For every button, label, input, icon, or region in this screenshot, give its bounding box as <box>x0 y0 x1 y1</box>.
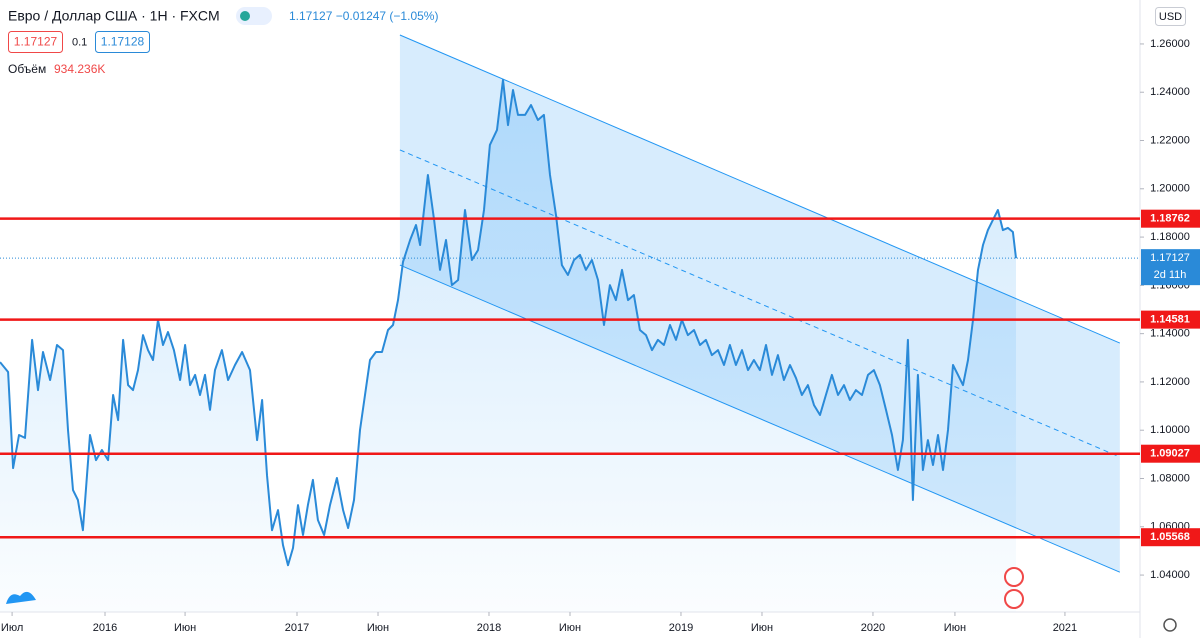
x-tick-label: 2021 <box>1053 622 1077 634</box>
x-tick-label: Июн <box>559 622 581 634</box>
currency-button[interactable] <box>1155 7 1186 26</box>
y-tick-label: 1.20000 <box>1150 183 1190 195</box>
level-label-bg <box>1141 444 1200 463</box>
level-label: 1.14581 <box>1150 314 1190 326</box>
y-tick-label: 1.22000 <box>1150 134 1190 146</box>
buy-button[interactable] <box>95 31 150 53</box>
quote: 1.17127 −0.01247 (−1.05%) <box>289 9 438 23</box>
spread: 0.1 <box>72 36 87 48</box>
x-tick-label: 2016 <box>93 622 117 634</box>
x-tick-label: 2018 <box>477 622 501 634</box>
x-tick-label: 2017 <box>285 622 309 634</box>
x-tick-label: Июл <box>1 622 23 634</box>
volume-label: Объём <box>8 62 46 76</box>
countdown: 2d 11h <box>1154 269 1187 281</box>
level-label: 1.09027 <box>1150 448 1190 460</box>
level-label-bg <box>1141 209 1200 228</box>
y-tick-label: 1.26000 <box>1150 38 1190 50</box>
currency[interactable]: USD <box>1159 11 1182 23</box>
y-tick-label: 1.12000 <box>1150 376 1190 388</box>
x-tick-label: Июн <box>367 622 389 634</box>
y-tick-label: 1.18000 <box>1150 231 1190 243</box>
event-icon[interactable] <box>1004 589 1024 609</box>
volume-value: 934.236K <box>54 62 105 76</box>
x-tick-label: 2020 <box>861 622 885 634</box>
x-tick-label: Июн <box>944 622 966 634</box>
y-tick-label: 1.24000 <box>1150 86 1190 98</box>
y-tick-label: 1.08000 <box>1150 472 1190 484</box>
x-tick-label: 2019 <box>669 622 693 634</box>
x-tick-label: Июн <box>751 622 773 634</box>
level-label: 1.18762 <box>1150 213 1190 225</box>
buy-price[interactable]: 1.17128 <box>101 35 145 49</box>
level-label: 1.05568 <box>1150 531 1190 543</box>
price-line <box>0 78 1017 567</box>
status-dot <box>240 11 250 21</box>
sell-price[interactable]: 1.17127 <box>14 35 58 49</box>
x-tick-label: Июн <box>174 622 196 634</box>
last-price-bg <box>1141 249 1200 286</box>
symbol[interactable]: Евро / Доллар США · 1Н · FXCM <box>8 8 220 24</box>
level-label-bg <box>1141 528 1200 547</box>
y-tick-label: 1.10000 <box>1150 424 1190 436</box>
last-price-label: 1.17127 <box>1150 252 1190 264</box>
price-area <box>0 79 1016 612</box>
settings-icon[interactable] <box>1163 618 1177 632</box>
sell-button[interactable] <box>8 31 63 53</box>
level-label-bg <box>1141 310 1200 329</box>
event-icon[interactable] <box>1004 567 1024 587</box>
y-tick-label: 1.14000 <box>1150 328 1190 340</box>
logo[interactable] <box>6 591 36 604</box>
y-tick-label: 1.04000 <box>1150 569 1190 581</box>
